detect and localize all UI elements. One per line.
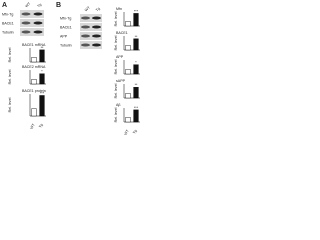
- bar: [125, 45, 131, 51]
- blot-strip: [80, 23, 102, 31]
- blot-band: [92, 43, 101, 47]
- chart-title: Aβ: [116, 103, 120, 107]
- panel-label: A: [2, 2, 7, 9]
- y-axis-label: Rel. level: [114, 59, 118, 74]
- bar: [31, 57, 37, 63]
- chart-title: BACE1 mRNA: [22, 43, 46, 47]
- blot-row-label: APP: [60, 34, 68, 38]
- significance: *: [41, 70, 43, 74]
- significance: ***: [134, 9, 139, 13]
- blot-band: [92, 34, 101, 38]
- blot-band: [81, 43, 90, 47]
- blot-column-label: Tg: [37, 3, 43, 9]
- blot-row-label: Tubulin: [60, 43, 72, 47]
- bar: [133, 87, 139, 99]
- blot-band: [81, 16, 90, 20]
- bar: [39, 73, 45, 85]
- blot-strip: [20, 19, 44, 27]
- blot-column-label: WT: [84, 5, 91, 12]
- blot-band: [81, 25, 90, 29]
- chart-title: APP: [116, 55, 124, 59]
- y-axis-label: Rel. level: [114, 35, 118, 50]
- blot-band: [92, 16, 101, 20]
- blot-band: [92, 25, 101, 29]
- y-axis-label: Rel. level: [8, 47, 12, 62]
- blot-row-label: Mfn-Tg: [2, 12, 13, 16]
- x-category-label: WT: [123, 128, 130, 136]
- blot-strip: [80, 32, 102, 40]
- chart-title: sAPP: [116, 79, 126, 83]
- bar: [125, 69, 131, 75]
- bar: [31, 79, 37, 85]
- x-category-label: Tg: [38, 123, 44, 129]
- bar: [39, 49, 45, 63]
- bar: [133, 13, 139, 27]
- blot-band: [33, 30, 43, 34]
- blot-band: [33, 21, 43, 25]
- blot-strip: [80, 14, 102, 22]
- panel-label: B: [56, 2, 61, 9]
- blot-band: [33, 12, 43, 16]
- significance: *: [135, 61, 137, 65]
- blot-row-label: BACE1: [60, 25, 72, 29]
- bar: [133, 64, 139, 75]
- blot-row-label: Tubulin: [2, 30, 14, 34]
- blot-strip: [20, 28, 44, 36]
- y-axis-label: Rel. level: [8, 97, 12, 112]
- significance: ***: [40, 91, 45, 95]
- blot-strip: [20, 10, 44, 18]
- y-axis-label: Rel. level: [114, 11, 118, 26]
- significance: ***: [134, 106, 139, 110]
- chart-title: Mfn: [116, 7, 122, 11]
- blot-band: [21, 30, 31, 34]
- y-axis-label: Rel. level: [114, 107, 118, 122]
- blot-band: [21, 21, 31, 25]
- blot-column-label: WT: [25, 1, 32, 8]
- x-category-label: Tg: [132, 129, 138, 135]
- blot-strip: [80, 41, 102, 49]
- blot-band: [81, 34, 90, 38]
- chart-title: BACE1 protein: [22, 89, 46, 93]
- bar: [125, 117, 131, 123]
- blot-band: [21, 12, 31, 16]
- bar: [39, 95, 45, 117]
- bar: [133, 38, 139, 51]
- significance: **: [135, 83, 138, 87]
- chart-title: BACE2 mRNA: [22, 65, 46, 69]
- bar: [133, 109, 139, 123]
- blot-row-label: Mfn-Tg: [60, 16, 71, 20]
- significance: **: [41, 46, 44, 50]
- bar: [31, 108, 37, 117]
- bar: [125, 21, 131, 27]
- bar: [125, 93, 131, 99]
- chart-title: BACE1: [116, 31, 128, 35]
- y-axis-label: Rel. level: [114, 83, 118, 98]
- y-axis-label: Rel. level: [8, 69, 12, 84]
- x-category-label: WT: [29, 122, 36, 130]
- blot-row-label: BACE1: [2, 21, 14, 25]
- significance: **: [135, 35, 138, 39]
- blot-column-label: Tg: [95, 7, 101, 13]
